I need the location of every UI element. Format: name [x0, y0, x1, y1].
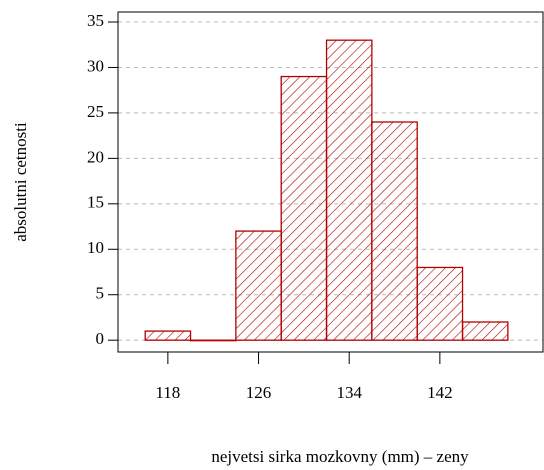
y-tick-label: 5: [96, 284, 105, 303]
y-tick-label: 10: [87, 238, 104, 257]
y-tick-label: 20: [87, 147, 104, 166]
y-tick-label: 30: [87, 56, 104, 75]
bar: [280, 75, 328, 341]
bar: [371, 121, 418, 341]
bar: [235, 230, 282, 341]
x-tick-label: 134: [336, 383, 362, 402]
y-axis-label: absolutni cetnosti: [11, 122, 30, 242]
bar: [189, 339, 237, 342]
bar: [144, 330, 192, 341]
y-tick-label: 0: [96, 329, 105, 348]
y-tick-label: 15: [87, 193, 104, 212]
x-tick-label: 142: [427, 383, 453, 402]
bar: [416, 266, 464, 341]
bar: [325, 39, 373, 341]
y-tick-label: 35: [87, 11, 104, 30]
plot-frame: [117, 11, 544, 353]
bar: [461, 321, 509, 341]
y-tick-label: 25: [87, 102, 104, 121]
x-tick-label: 126: [246, 383, 272, 402]
x-axis-label: nejvetsi sirka mozkovny (mm) – zeny: [211, 447, 469, 466]
x-tick-label: 118: [155, 383, 180, 402]
